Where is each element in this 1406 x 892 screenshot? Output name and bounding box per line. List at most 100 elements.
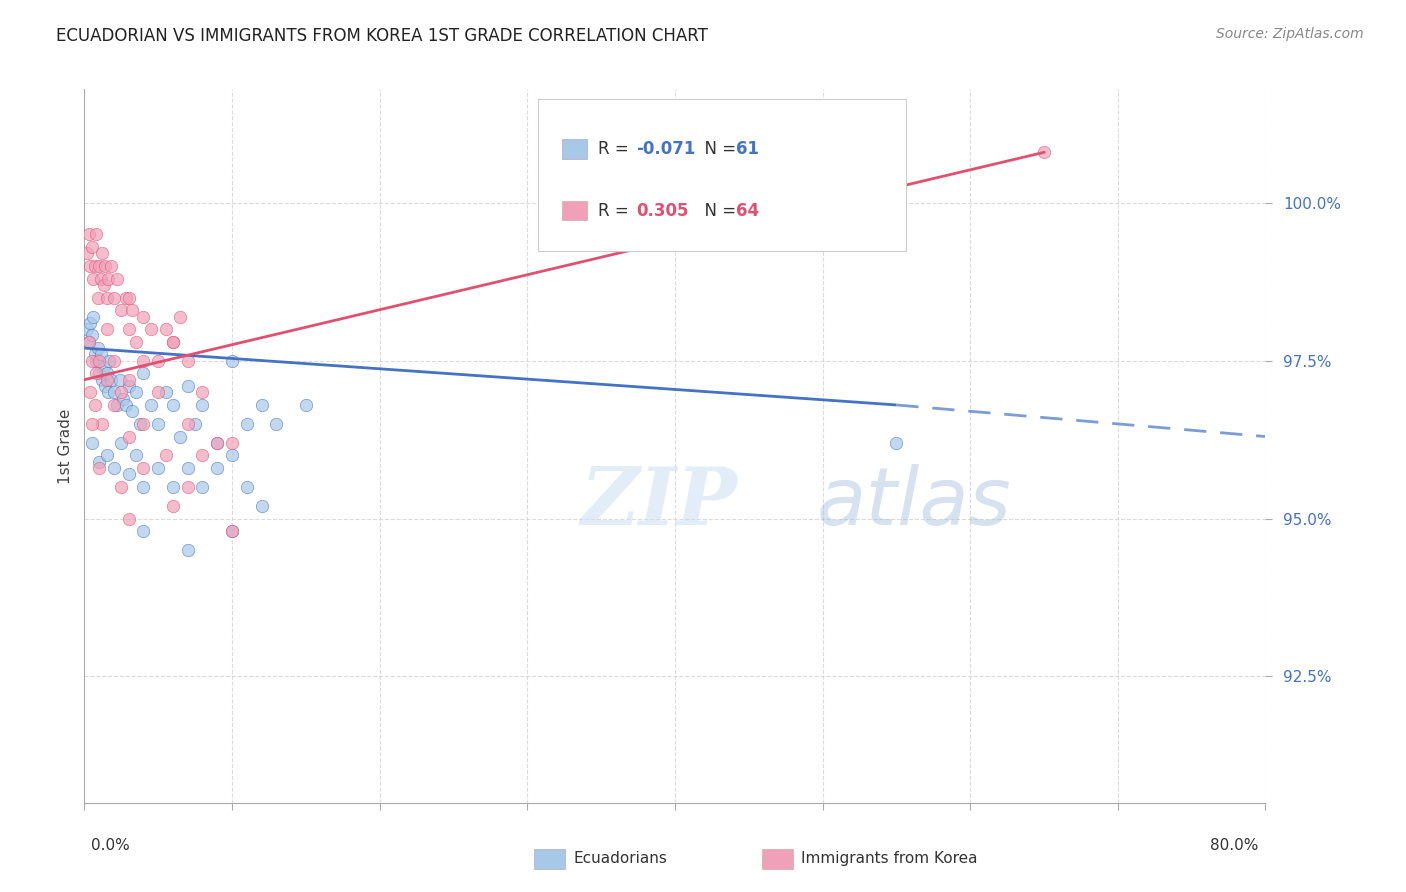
Point (191, 385, 214, 400)
Point (114, 398, 136, 412)
Text: N =: N = (695, 140, 741, 158)
Point (77, 227, 100, 242)
Point (118, 429, 141, 443)
Point (96, 367, 118, 381)
Point (1032, 145, 1054, 160)
Text: N =: N = (695, 202, 741, 219)
Point (162, 480, 184, 494)
Point (105, 398, 128, 412)
Point (108, 373, 131, 387)
Point (98, 353, 121, 368)
Point (184, 417, 207, 431)
Point (125, 334, 148, 349)
Point (103, 461, 125, 475)
Point (148, 417, 170, 431)
Text: R =: R = (599, 140, 634, 158)
Point (79, 316, 101, 330)
Point (118, 511, 141, 525)
Point (103, 291, 125, 305)
Point (103, 385, 125, 400)
Point (205, 435, 228, 450)
Point (221, 524, 243, 539)
Point (148, 385, 170, 400)
Text: atlas: atlas (817, 464, 1011, 542)
Point (205, 461, 228, 475)
Point (90, 271, 112, 285)
Point (148, 353, 170, 368)
Point (121, 404, 143, 418)
Point (77, 334, 100, 349)
Point (96, 373, 118, 387)
Point (94, 259, 117, 273)
Text: R =: R = (599, 202, 634, 219)
Text: 61: 61 (737, 140, 759, 158)
Point (250, 499, 273, 513)
Point (111, 392, 134, 406)
Point (96, 449, 118, 463)
Point (103, 353, 125, 368)
Point (264, 417, 288, 431)
Point (93, 360, 115, 375)
Point (118, 379, 141, 393)
Point (80, 435, 103, 450)
Point (125, 449, 148, 463)
Point (118, 322, 141, 336)
Point (177, 461, 200, 475)
Point (155, 322, 177, 336)
Point (87, 259, 111, 273)
Point (83, 259, 105, 273)
Point (132, 367, 155, 381)
Point (110, 480, 132, 494)
Point (169, 429, 191, 443)
Point (82, 271, 104, 285)
Point (97, 271, 120, 285)
Point (91, 373, 114, 387)
Point (162, 334, 184, 349)
Point (77, 334, 100, 349)
Point (162, 334, 184, 349)
Point (235, 417, 259, 431)
Point (90, 347, 112, 361)
Text: -0.071: -0.071 (637, 140, 696, 158)
Point (132, 417, 155, 431)
Point (80, 240, 103, 254)
Text: 0.305: 0.305 (637, 202, 689, 219)
Point (94, 379, 117, 393)
Point (84, 227, 107, 242)
Point (80, 353, 103, 368)
Point (169, 310, 191, 324)
Point (221, 449, 243, 463)
Point (100, 259, 122, 273)
Point (148, 461, 170, 475)
Point (79, 259, 101, 273)
Point (110, 303, 132, 318)
Point (191, 449, 214, 463)
Point (100, 373, 122, 387)
Point (221, 524, 243, 539)
Point (139, 398, 162, 412)
Point (118, 291, 141, 305)
Point (87, 353, 111, 368)
Point (118, 467, 141, 482)
Point (93, 277, 115, 292)
Text: Source: ZipAtlas.com: Source: ZipAtlas.com (1216, 27, 1364, 41)
Text: 64: 64 (737, 202, 759, 219)
Point (129, 417, 152, 431)
Point (162, 398, 184, 412)
Y-axis label: 1st Grade: 1st Grade (58, 409, 73, 483)
Point (191, 398, 214, 412)
Point (118, 373, 141, 387)
Point (103, 398, 125, 412)
Point (177, 417, 200, 431)
Point (221, 435, 243, 450)
Point (79, 385, 101, 400)
Point (84, 367, 107, 381)
Point (87, 367, 111, 381)
Point (91, 417, 114, 431)
Point (250, 398, 273, 412)
Text: Immigrants from Korea: Immigrants from Korea (801, 851, 979, 865)
Point (886, 435, 908, 450)
Point (87, 455, 111, 469)
Point (235, 480, 259, 494)
Point (155, 385, 177, 400)
